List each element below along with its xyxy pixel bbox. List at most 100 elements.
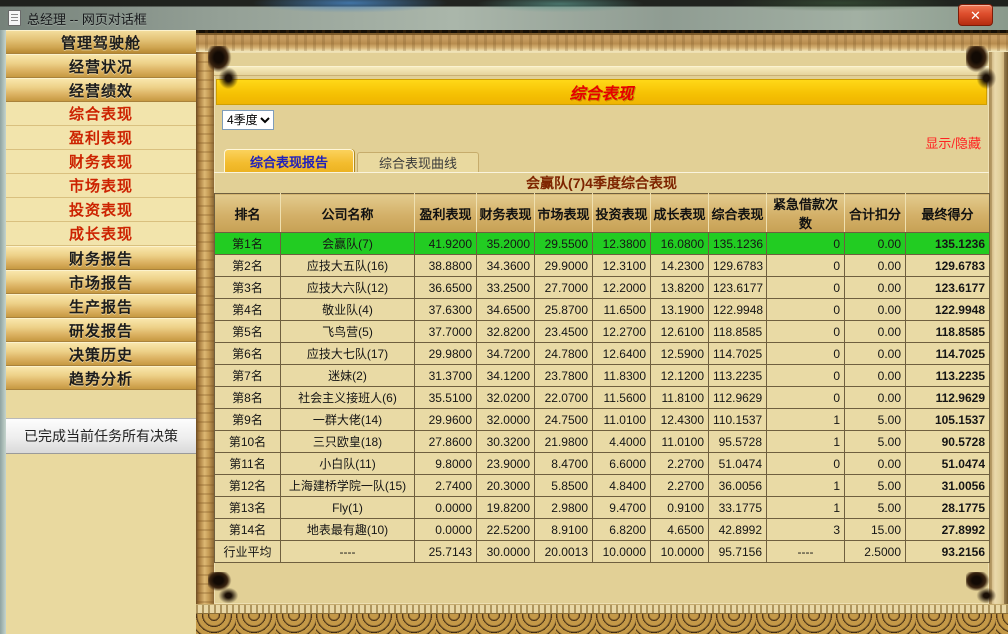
table-cell: 23.7800 [534,364,593,387]
sidebar-item-8[interactable]: 成长表现 [6,222,196,246]
table-cell: 113.2235 [905,364,990,387]
table-cell: 第7名 [214,364,281,387]
column-header: 盈利表现 [414,193,477,233]
sidebar-item-2[interactable]: 经营绩效 [6,78,196,102]
table-cell: 2.2700 [650,452,709,475]
table-cell: 112.9629 [708,386,767,409]
column-header: 紧急借款次数 [766,193,845,233]
sidebar-item-7[interactable]: 投资表现 [6,198,196,222]
table-row: 第1名 会赢队(7) 41.9200 35.2000 29.5500 12.3800 16.… [214,232,990,255]
table-cell: ---- [280,540,415,563]
sidebar-item-1[interactable]: 经营状况 [6,54,196,78]
table-cell: 34.3600 [476,254,535,277]
table-cell: 29.9800 [414,342,477,365]
table-cell: 51.0474 [905,452,990,475]
table-cell: 34.6500 [476,298,535,321]
table-cell: 应技大五队(16) [280,254,415,277]
table-cell: 129.6783 [708,254,767,277]
table-cell: 第6名 [214,342,281,365]
table-cell: 0 [766,298,845,321]
table-title: 会赢队(7)4季度综合表现 [526,175,677,191]
table-cell: 33.2500 [476,276,535,299]
quarter-select[interactable]: 4季度 [222,110,274,130]
sidebar-item-0[interactable]: 管理驾驶舱 [6,30,196,54]
controls-row: 4季度 [214,105,989,133]
table-cell: 5.8500 [534,474,593,497]
table-row: 第2名 应技大五队(16) 38.8800 34.3600 29.9000 12.3100… [214,254,990,277]
table-row: 第6名 应技大七队(17) 29.9800 34.7200 24.7800 12.6400… [214,342,990,365]
sidebar-item-5[interactable]: 财务表现 [6,150,196,174]
table-cell: 第9名 [214,408,281,431]
table-cell: 15.00 [844,518,906,541]
show-hide-link[interactable]: 显示/隐藏 [925,136,981,151]
table-body: 第1名 会赢队(7) 41.9200 35.2000 29.5500 12.3800 16.… [214,232,990,563]
table-cell: 113.2235 [708,364,767,387]
table-cell: 118.8585 [905,320,990,343]
table-cell: 应技大七队(17) [280,342,415,365]
table-cell: 0.00 [844,232,906,255]
table-cell: 36.0056 [708,474,767,497]
sidebar-menu: 管理驾驶舱 经营状况 经营绩效 综合表现 盈利表现 财务表现 市场表现 投资表现 成长表现 财务报… [6,30,196,390]
table-cell: 24.7500 [534,408,593,431]
table-cell: 12.2000 [592,276,651,299]
table-cell: 0.00 [844,320,906,343]
sidebar-item-13[interactable]: 决策历史 [6,342,196,366]
sidebar-item-14[interactable]: 趋势分析 [6,366,196,390]
sidebar-item-11[interactable]: 生产报告 [6,294,196,318]
table-row: 第10名 三只欧皇(18) 27.8600 30.3200 21.9800 4.4000 1… [214,430,990,453]
table-cell: 12.3800 [592,232,651,255]
table-cell: 第10名 [214,430,281,453]
table-cell: 一群大佬(14) [280,408,415,431]
table-row: 第5名 飞鸟营(5) 37.7000 32.8200 23.4500 12.2700 12.… [214,320,990,343]
table-cell: 5.00 [844,408,906,431]
column-header: 综合表现 [708,193,767,233]
table-cell: 22.5200 [476,518,535,541]
table-cell: 11.0100 [650,430,709,453]
table-cell: 1 [766,430,845,453]
table-cell: 0.00 [844,452,906,475]
table-cell: Fly(1) [280,496,415,519]
table-cell: 13.1900 [650,298,709,321]
sidebar-item-3[interactable]: 综合表现 [6,102,196,126]
sidebar-item-10[interactable]: 市场报告 [6,270,196,294]
document-icon [8,10,21,26]
table-cell: 27.8992 [905,518,990,541]
table-cell: 会赢队(7) [280,232,415,255]
tab-curve[interactable]: 综合表现曲线 [357,152,479,172]
table-cell: 12.3100 [592,254,651,277]
tab-report[interactable]: 综合表现报告 [224,149,354,172]
table-cell: 37.7000 [414,320,477,343]
table-cell: 飞鸟营(5) [280,320,415,343]
sidebar-item-6[interactable]: 市场表现 [6,174,196,198]
table-cell: 24.7800 [534,342,593,365]
table-cell: 4.8400 [592,474,651,497]
table-cell: 41.9200 [414,232,477,255]
table-cell: 0 [766,364,845,387]
table-cell: 23.9000 [476,452,535,475]
table-cell: 第1名 [214,232,281,255]
table-cell: 0 [766,320,845,343]
table-cell: 0 [766,452,845,475]
table-row: 第12名 上海建桥学院一队(15) 2.7400 20.3000 5.8500 4.840… [214,474,990,497]
table-cell: 社会主义接班人(6) [280,386,415,409]
performance-table: 排名 公司名称 盈利表现 财务表现 市场表现 投资表现 成长表现 综合表现 紧急借款次数 合计扣分… [214,193,990,563]
table-cell: 20.0013 [534,540,593,563]
table-cell: 0.00 [844,342,906,365]
table-cell: 90.5728 [905,430,990,453]
column-header: 合计扣分 [844,193,906,233]
sidebar-item-9[interactable]: 财务报告 [6,246,196,270]
table-cell: 122.9948 [708,298,767,321]
close-button[interactable]: ✕ [958,4,993,26]
table-cell: 27.7000 [534,276,593,299]
table-cell: 22.0700 [534,386,593,409]
toggle-row: 显示/隐藏 [214,133,989,151]
table-cell: 135.1236 [708,232,767,255]
sidebar-item-4[interactable]: 盈利表现 [6,126,196,150]
table-cell: 0.9100 [650,496,709,519]
page-title: 综合表现 [569,84,634,103]
table-cell: 5.00 [844,430,906,453]
table-cell: 12.5900 [650,342,709,365]
table-cell: 5.00 [844,474,906,497]
sidebar-item-12[interactable]: 研发报告 [6,318,196,342]
table-cell: 30.0000 [476,540,535,563]
